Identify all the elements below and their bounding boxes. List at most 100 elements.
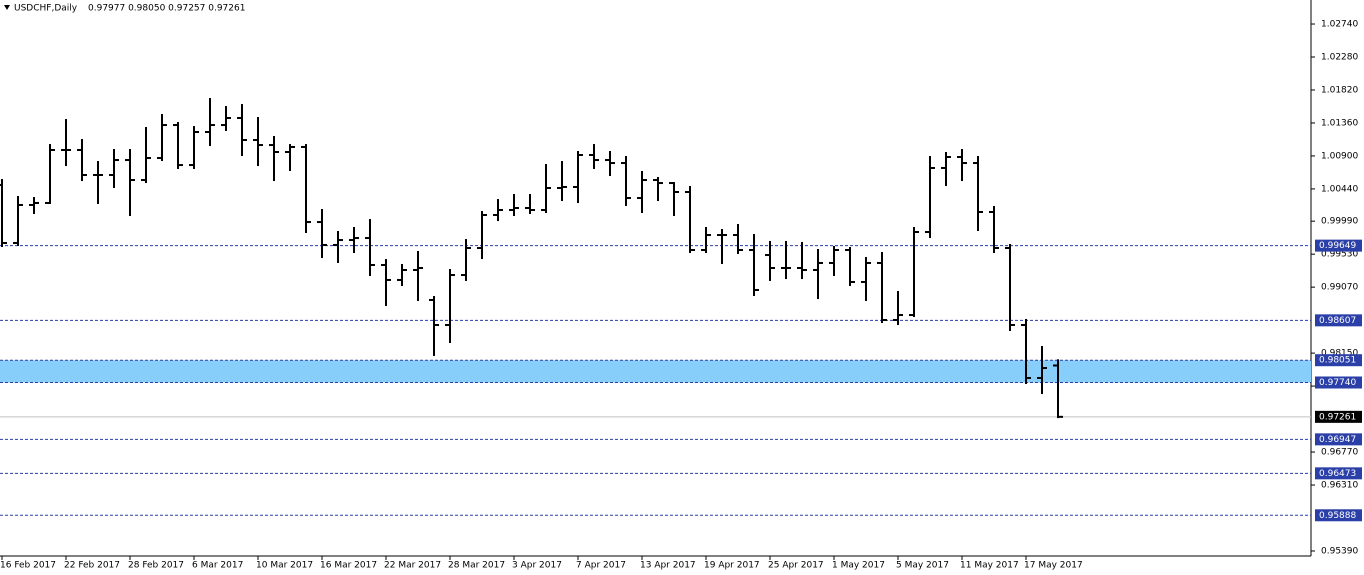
ohlc-bar xyxy=(45,144,55,204)
level-label: 0.98051 xyxy=(1319,356,1356,366)
ohlc-bar xyxy=(493,199,503,222)
y-tick-label: 1.00440 xyxy=(1321,184,1358,194)
y-tick-label: 0.98150 xyxy=(1321,349,1358,359)
ohlc-bar xyxy=(653,177,663,202)
ohlc-bar xyxy=(701,226,711,254)
ohlc-bar xyxy=(461,239,471,281)
y-tick-label: 1.02740 xyxy=(1321,20,1358,30)
ohlc-bar xyxy=(541,164,551,214)
ohlc-bar xyxy=(301,144,311,234)
x-tick-label: 22 Mar 2017 xyxy=(384,561,441,571)
x-tick-label: 28 Mar 2017 xyxy=(448,561,505,571)
y-tick-label: 0.99990 xyxy=(1321,217,1358,227)
x-tick-label: 22 Feb 2017 xyxy=(64,561,120,571)
y-tick-label: 1.02280 xyxy=(1321,52,1358,62)
ohlc-bar xyxy=(525,194,535,215)
ohlc-bar xyxy=(429,296,439,356)
y-tick-label: 0.95390 xyxy=(1321,546,1358,556)
ohlc-bar xyxy=(781,240,791,280)
ohlc-bar xyxy=(381,259,391,306)
level-label: 0.95888 xyxy=(1319,511,1356,521)
level-label-bg xyxy=(1315,509,1362,522)
ohlc-bar xyxy=(237,104,247,157)
ohlc-bar xyxy=(349,226,359,254)
ohlc-bar xyxy=(269,136,279,182)
ohlc-bar xyxy=(845,246,855,286)
ohlc-bar xyxy=(93,161,103,204)
ohlc-bar xyxy=(685,185,695,254)
ohlc-bar xyxy=(397,263,407,286)
x-tick-label: 17 May 2017 xyxy=(1024,561,1083,571)
x-tick-label: 3 Apr 2017 xyxy=(512,561,562,571)
x-tick-label: 16 Mar 2017 xyxy=(320,561,377,571)
y-tick-label: 0.99070 xyxy=(1321,283,1358,293)
x-tick-label: 6 Mar 2017 xyxy=(192,561,243,571)
level-label-bg xyxy=(1315,354,1362,367)
ohlc-bar xyxy=(621,156,631,206)
ohlc-bar xyxy=(637,170,647,214)
ohlc-bar xyxy=(733,223,743,255)
x-tick-label: 25 Apr 2017 xyxy=(768,561,824,571)
level-label: 0.99649 xyxy=(1319,241,1356,251)
ohlc-bar xyxy=(189,126,199,169)
ohlc-bar xyxy=(509,194,519,217)
ohlc-bar xyxy=(1037,346,1047,395)
ohlc-bar xyxy=(477,211,487,260)
y-tick-label: 0.96770 xyxy=(1321,448,1358,458)
y-tick-label: 1.00900 xyxy=(1321,151,1358,161)
ohlc-bar xyxy=(957,148,967,182)
ohlc-bar xyxy=(285,144,295,171)
ohlc-bar xyxy=(109,148,119,188)
ohlc-bar xyxy=(973,156,983,231)
ohlc-bar xyxy=(669,182,679,217)
last-price-bg xyxy=(1315,410,1362,423)
ohlc-bar xyxy=(925,156,935,239)
ohlc-bar xyxy=(893,291,903,325)
ohlc-bar xyxy=(61,119,71,167)
level-label: 0.96473 xyxy=(1319,469,1356,479)
ohlc-bar xyxy=(125,148,135,217)
ohlc-bar xyxy=(13,196,23,246)
y-tick-label: 1.01360 xyxy=(1321,118,1358,128)
ohlc-bar xyxy=(0,179,7,247)
ohlc-bar xyxy=(317,208,327,259)
ohlc-bar xyxy=(1053,359,1063,419)
x-tick-label: 1 May 2017 xyxy=(832,561,885,571)
ohlc-bar xyxy=(813,249,823,300)
ohlc-bar xyxy=(557,161,567,202)
ohlc-bar xyxy=(253,117,263,167)
menu-triangle[interactable] xyxy=(4,5,10,10)
ohlc-bar xyxy=(333,231,343,263)
x-tick-label: 19 Apr 2017 xyxy=(704,561,760,571)
ohlc-bar xyxy=(797,241,807,280)
level-label-bg xyxy=(1315,376,1362,389)
y-tick-label: 1.01820 xyxy=(1321,85,1358,95)
ohlc-bar xyxy=(77,139,87,182)
ohlc-bar xyxy=(1005,243,1015,332)
ohlc-bar xyxy=(173,122,183,169)
ohlc-bar xyxy=(941,151,951,187)
level-label-bg xyxy=(1315,433,1362,446)
chart-title: USDCHF,Daily xyxy=(14,4,78,14)
level-label-bg xyxy=(1315,467,1362,480)
ohlc-bar xyxy=(1021,318,1031,384)
x-tick-label: 10 Mar 2017 xyxy=(256,561,313,571)
level-label: 0.97740 xyxy=(1319,378,1356,388)
ohlc-bar xyxy=(829,245,839,277)
ohlc-bar xyxy=(861,257,871,301)
last-price-label: 0.97261 xyxy=(1319,412,1356,422)
y-tick-label: 0.99530 xyxy=(1321,250,1358,260)
x-tick-label: 13 Apr 2017 xyxy=(640,561,696,571)
ohlc-bar xyxy=(717,228,727,264)
level-label-bg xyxy=(1315,314,1362,327)
ohlc-bar xyxy=(365,219,375,277)
ohlc-readout: 0.97977 0.98050 0.97257 0.97261 xyxy=(88,4,245,14)
x-tick-label: 16 Feb 2017 xyxy=(0,561,56,571)
ohlc-bar xyxy=(157,113,167,162)
level-label: 0.98607 xyxy=(1319,316,1356,326)
ohlc-bar xyxy=(877,252,887,323)
ohlc-bar xyxy=(221,106,231,131)
zone xyxy=(0,360,1311,383)
ohlc-bar xyxy=(605,150,615,177)
